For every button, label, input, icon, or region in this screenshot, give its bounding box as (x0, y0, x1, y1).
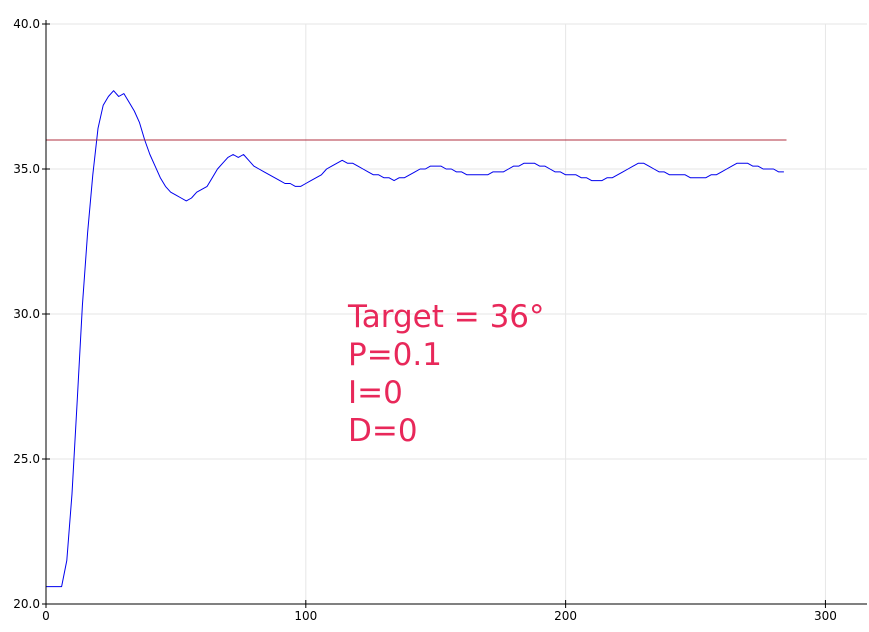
x-tick-label-200: 200 (554, 609, 577, 623)
annotation-target: Target = 36° (348, 299, 545, 335)
x-tick-label-0: 0 (42, 609, 50, 623)
axes (45, 20, 867, 605)
x-tick-label-100: 100 (294, 609, 317, 623)
y-tick-label-20.0: 20.0 (13, 597, 40, 611)
pid-annotation: Target = 36° P=0.1 I=0 D=0 (348, 298, 545, 450)
measured-temperature-line (46, 90, 784, 588)
x-tick-label-300: 300 (814, 609, 837, 623)
y-tick-label-25.0: 25.0 (13, 452, 40, 466)
grid (46, 23, 867, 604)
y-tick-label-40.0: 40.0 (13, 17, 40, 31)
y-tick-label-30.0: 30.0 (13, 307, 40, 321)
series-layer (46, 90, 787, 588)
annotation-p: P=0.1 (348, 337, 442, 373)
y-tick-label-35.0: 35.0 (13, 162, 40, 176)
annotation-d: D=0 (348, 413, 418, 449)
ticks: 20.0 25.0 30.0 35.0 40.0 0 100 200 300 (13, 17, 837, 623)
annotation-i: I=0 (348, 375, 403, 411)
